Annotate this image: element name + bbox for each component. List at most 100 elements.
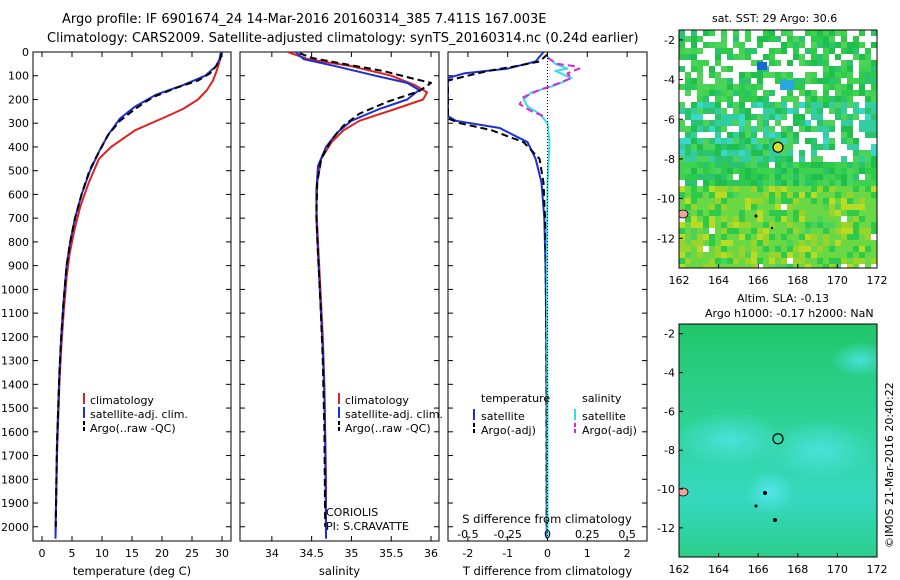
map-x-tick-label: 166 <box>748 563 769 576</box>
sst-cell <box>847 228 853 234</box>
sst-cell <box>745 204 751 210</box>
x-tick-label: 35.5 <box>379 547 404 560</box>
sst-cell <box>817 210 823 216</box>
sst-cell <box>757 120 763 126</box>
sst-cell <box>679 192 685 198</box>
y-tick-label: 1300 <box>1 355 29 368</box>
sst-cell <box>727 120 733 126</box>
sst-cell <box>721 264 727 268</box>
sst-cell <box>781 210 787 216</box>
sst-cell <box>805 186 811 192</box>
s-tick-label: -0.25 <box>493 528 521 541</box>
sst-cell <box>865 264 871 268</box>
sst-cell <box>703 138 709 144</box>
sst-cell <box>727 186 733 192</box>
sst-cell <box>793 246 799 252</box>
sst-cell <box>853 168 859 174</box>
sst-cell <box>721 114 727 120</box>
y-tick-label: 1500 <box>1 402 29 415</box>
map-x-tick-label: 170 <box>827 274 848 287</box>
sst-cell <box>787 60 793 66</box>
sst-cell <box>715 78 721 84</box>
sst-cell <box>757 180 763 186</box>
sst-cell <box>781 72 787 78</box>
imos-credit: ©IMOS 21-Mar-2016 20:40:22 <box>883 382 896 548</box>
sst-cell <box>835 66 841 72</box>
sst-cell <box>709 150 715 156</box>
y-tick-label: 1800 <box>1 473 29 486</box>
sst-cell <box>721 126 727 132</box>
sst-cell <box>685 132 691 138</box>
sst-cell <box>787 246 793 252</box>
sst-cell <box>817 36 823 42</box>
sst-cell <box>799 102 805 108</box>
sst-cell <box>763 228 769 234</box>
sst-cell <box>697 96 703 102</box>
sst-cell <box>757 144 763 150</box>
sst-cell <box>823 96 829 102</box>
legend-label: climatology <box>90 394 154 407</box>
sst-cell <box>847 162 853 168</box>
island-shape <box>770 226 774 230</box>
map-y-tick-label: -4 <box>664 74 675 87</box>
sst-cell <box>709 30 715 36</box>
sst-cell <box>823 162 829 168</box>
sst-cell <box>757 258 763 264</box>
sst-cell <box>685 264 691 268</box>
sst-cell <box>739 156 745 162</box>
sst-cell <box>787 210 793 216</box>
sst-cell <box>739 246 745 252</box>
sst-cell <box>757 204 763 210</box>
sst-cell <box>829 120 835 126</box>
sst-cell <box>775 156 781 162</box>
sst-cell <box>787 174 793 180</box>
sst-cell <box>679 126 685 132</box>
sst-cell <box>829 108 835 114</box>
sst-cell <box>811 174 817 180</box>
sst-cell <box>787 42 793 48</box>
y-tick-label: 800 <box>8 236 29 249</box>
sst-cell <box>763 138 769 144</box>
sst-cell <box>829 42 835 48</box>
sst-cell <box>859 210 865 216</box>
sst-cell <box>841 108 847 114</box>
sst-cell <box>841 48 847 54</box>
sst-cell <box>871 210 877 216</box>
sst-cell <box>817 30 823 36</box>
sst-cell <box>865 72 871 78</box>
sst-cell <box>769 150 775 156</box>
sst-cell <box>787 222 793 228</box>
sst-cell <box>739 264 745 268</box>
sst-cell <box>769 156 775 162</box>
sst-cell <box>853 192 859 198</box>
sst-cell <box>775 264 781 268</box>
sst-cell <box>721 228 727 234</box>
x-tick-label: 0 <box>39 547 46 560</box>
sst-cell <box>721 192 727 198</box>
sst-cell <box>679 252 685 258</box>
sst-cell <box>703 204 709 210</box>
legend-label: Argo(-adj) <box>481 424 536 437</box>
sst-cell <box>757 234 763 240</box>
sst-cell <box>709 120 715 126</box>
sla-map-title-line-2: Argo h1000: -0.17 h2000: NaN <box>705 307 874 320</box>
sst-cell <box>841 234 847 240</box>
sst-cell <box>805 258 811 264</box>
sst-cell <box>769 60 775 66</box>
sst-cell <box>739 186 745 192</box>
sst-cell <box>763 180 769 186</box>
sst-cell <box>703 102 709 108</box>
sst-cell <box>835 96 841 102</box>
sst-cell <box>841 36 847 42</box>
sst-cell <box>739 42 745 48</box>
sst-cell <box>799 150 805 156</box>
sst-cell <box>793 264 799 268</box>
sst-cell <box>697 204 703 210</box>
sst-cell <box>793 114 799 120</box>
legend-title-salinity: salinity <box>582 392 622 405</box>
sst-cell <box>739 114 745 120</box>
y-tick-label: 1000 <box>1 283 29 296</box>
sst-cell <box>679 222 685 228</box>
sst-cell <box>781 96 787 102</box>
sst-cell <box>847 138 853 144</box>
